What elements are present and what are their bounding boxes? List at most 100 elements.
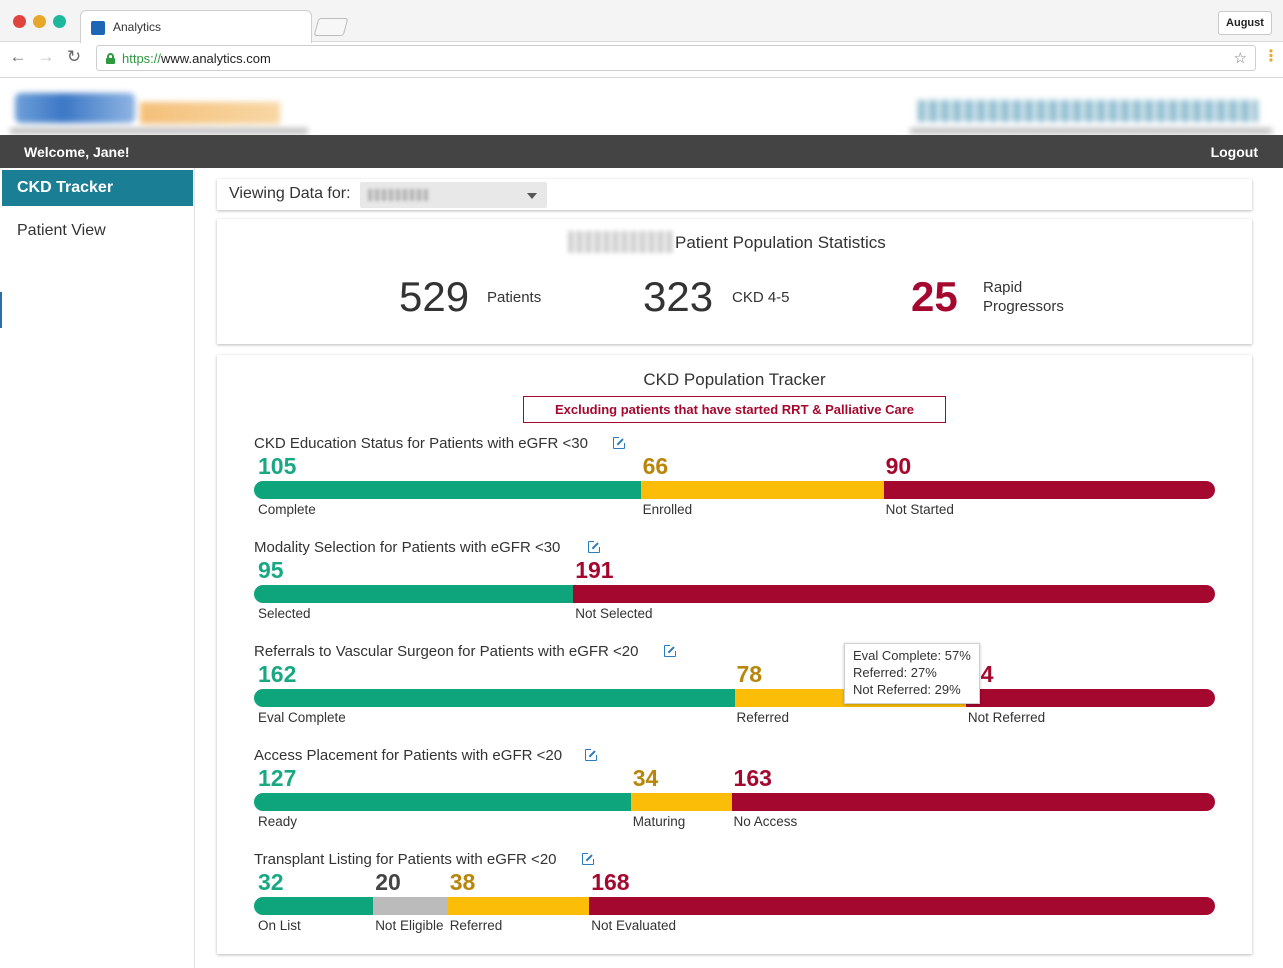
row-title: Referrals to Vascular Surgeon for Patien… xyxy=(254,643,639,660)
bar-segment-green[interactable] xyxy=(254,897,374,915)
address-bar[interactable]: https://www.analytics.com ☆ xyxy=(96,45,1256,71)
bar-segment-green[interactable] xyxy=(254,689,735,707)
bar-segment-yellow[interactable] xyxy=(640,481,884,499)
segment-value: 32 xyxy=(258,869,284,895)
segment-label: Referred xyxy=(449,918,503,933)
rapid-progressors-label-1: Rapid xyxy=(983,279,1023,296)
bar-segment-red[interactable] xyxy=(965,689,1215,707)
bar-segment-green[interactable] xyxy=(254,793,631,811)
segment-value: 20 xyxy=(375,869,401,895)
segment-label: Complete xyxy=(258,502,316,517)
row-title: CKD Education Status for Patients with e… xyxy=(254,435,588,452)
segment-label: No Access xyxy=(733,814,798,829)
population-stats-card: Patient Population Statistics 529 Patien… xyxy=(217,219,1252,344)
bar-segment-green[interactable] xyxy=(254,585,574,603)
segment-value: 34 xyxy=(632,765,659,791)
tracker-title: CKD Population Tracker xyxy=(643,370,826,389)
tab-strip: Analytics August xyxy=(0,0,1283,43)
segment-label: Not Eligible xyxy=(375,918,444,933)
logout-link[interactable]: Logout xyxy=(1210,144,1258,160)
exclusion-note: Excluding patients that have started RRT… xyxy=(523,396,946,423)
external-link-icon[interactable] xyxy=(613,436,626,449)
bar-segment-red[interactable] xyxy=(883,481,1215,499)
profile-button[interactable]: August xyxy=(1218,11,1272,35)
bar-tooltip: Eval Complete: 57% Referred: 27% Not Ref… xyxy=(844,643,980,704)
close-window-button[interactable] xyxy=(13,15,26,28)
tooltip-line: Eval Complete: 57% xyxy=(853,648,971,663)
segment-label: Selected xyxy=(258,606,311,621)
blurred-logo xyxy=(10,88,308,134)
bar-segment-red[interactable] xyxy=(731,793,1215,811)
kebab-menu-icon[interactable]: ⋮ xyxy=(1263,48,1279,65)
forward-arrow-icon[interactable]: → xyxy=(37,47,55,66)
sidebar-item-patient-view[interactable]: Patient View xyxy=(17,222,106,239)
segment-value: 66 xyxy=(642,453,669,479)
bar-segment-yellow[interactable] xyxy=(630,793,732,811)
favicon-icon xyxy=(91,21,105,35)
stats-title: Patient Population Statistics xyxy=(675,233,886,252)
stacked-bar[interactable] xyxy=(254,689,1215,707)
browser-tab[interactable]: Analytics xyxy=(80,10,312,43)
segment-value: 95 xyxy=(258,557,284,583)
back-arrow-icon[interactable]: ← xyxy=(9,47,27,66)
segment-value: 191 xyxy=(575,557,614,583)
segment-value: 105 xyxy=(258,453,297,479)
scroll-marker xyxy=(0,292,2,328)
row-title: Access Placement for Patients with eGFR … xyxy=(254,747,563,764)
segment-value: 168 xyxy=(591,869,630,895)
stacked-bar[interactable] xyxy=(254,793,1215,811)
external-link-icon[interactable] xyxy=(588,540,601,553)
blurred-header-banner xyxy=(910,96,1272,134)
rapid-progressors-label-2: Progressors xyxy=(983,298,1064,315)
bar-segment-green[interactable] xyxy=(254,481,641,499)
segment-label: Ready xyxy=(258,814,298,829)
ckd45-count: 323 xyxy=(643,273,714,320)
segment-label: Not Evaluated xyxy=(591,918,677,933)
tab-title: Analytics xyxy=(113,20,162,34)
data-source-select[interactable] xyxy=(360,182,547,208)
browser-chrome: Analytics August ← → ↻ https://www.analy… xyxy=(0,0,1283,78)
bar-segment-red[interactable] xyxy=(573,585,1215,603)
stacked-bar[interactable] xyxy=(254,585,1215,603)
tracker-row: Referrals to Vascular Surgeon for Patien… xyxy=(254,643,1216,739)
new-tab-button[interactable] xyxy=(313,18,349,36)
bar-segment-gray[interactable] xyxy=(373,897,448,915)
tracker-row: Transplant Listing for Patients with eGF… xyxy=(254,851,1216,947)
segment-label: On List xyxy=(258,918,301,933)
star-icon[interactable]: ☆ xyxy=(1233,50,1247,67)
stacked-bar[interactable] xyxy=(254,481,1215,499)
blurred-selection xyxy=(368,189,428,201)
top-bar: Welcome, Jane! Logout xyxy=(0,135,1283,168)
segment-value: 162 xyxy=(258,661,297,687)
sidebar-item-ckd-tracker[interactable]: CKD Tracker xyxy=(2,170,193,206)
bar-segment-yellow[interactable] xyxy=(447,897,590,915)
chevron-down-icon xyxy=(527,193,537,199)
stacked-bar[interactable] xyxy=(254,897,1215,915)
filter-label: Viewing Data for: xyxy=(229,185,351,202)
reload-icon[interactable]: ↻ xyxy=(66,47,82,66)
filter-card: Viewing Data for: xyxy=(217,179,1252,210)
maximize-window-button[interactable] xyxy=(53,15,66,28)
segment-label: Maturing xyxy=(632,814,686,829)
lock-icon xyxy=(106,53,115,64)
rapid-progressors-count: 25 xyxy=(911,273,958,320)
blurred-title-prefix xyxy=(568,231,673,253)
segment-value: 90 xyxy=(885,453,912,479)
bar-segment-red[interactable] xyxy=(589,897,1215,915)
external-link-icon[interactable] xyxy=(585,748,598,761)
ckd-tracker-card: CKD Population Tracker Excluding patient… xyxy=(217,355,1252,954)
segment-label: Enrolled xyxy=(642,502,693,517)
tooltip-line: Not Referred: 29% xyxy=(853,682,961,697)
patients-count: 529 xyxy=(399,273,470,320)
external-link-icon[interactable] xyxy=(582,852,595,865)
segment-value: 163 xyxy=(733,765,772,791)
external-link-icon[interactable] xyxy=(664,644,677,657)
segment-value: 78 xyxy=(736,661,763,687)
segment-value: 38 xyxy=(449,869,476,895)
welcome-text: Welcome, Jane! xyxy=(24,144,130,160)
segment-label: Not Selected xyxy=(575,606,653,621)
tracker-row: CKD Education Status for Patients with e… xyxy=(254,435,1216,531)
url-text: https://www.analytics.com xyxy=(122,51,271,66)
tooltip-line: Referred: 27% xyxy=(853,665,937,680)
minimize-window-button[interactable] xyxy=(33,15,46,28)
